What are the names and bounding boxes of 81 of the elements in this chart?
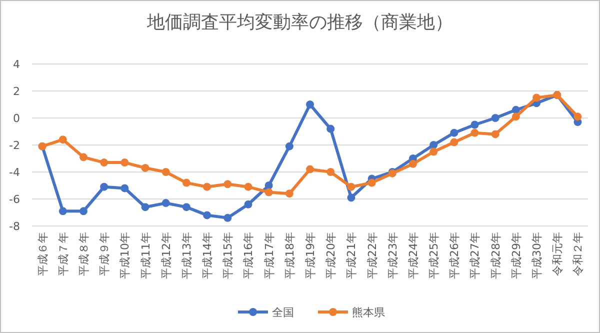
- x-tick-label: 平成10年: [118, 232, 132, 279]
- x-tick-label: 平成17年: [262, 232, 276, 279]
- point: [100, 182, 108, 191]
- y-tick-label: -2: [9, 139, 20, 152]
- point: [244, 182, 252, 191]
- point: [224, 214, 232, 222]
- point: [430, 148, 438, 156]
- x-tick-label: 平成11年: [139, 232, 152, 279]
- point: [120, 184, 129, 192]
- point: [408, 160, 417, 168]
- point: [470, 120, 479, 129]
- point: [58, 136, 67, 144]
- y-tick-label: 0: [13, 112, 20, 125]
- x-tick-label: 平成29年: [510, 232, 523, 279]
- point: [491, 114, 500, 122]
- point: [574, 112, 582, 121]
- y-tick-label: -6: [9, 193, 20, 206]
- x-tick-label: 平成15年: [222, 232, 235, 279]
- point: [264, 188, 273, 196]
- point: [347, 182, 356, 191]
- point: [79, 153, 88, 162]
- chart-title: 地価調査平均変動率の推移（商業地）: [146, 12, 453, 33]
- x-tick-label: 平成12年: [160, 232, 173, 279]
- y-tick-label: 2: [13, 85, 20, 98]
- x-tick-label: 平成14年: [201, 232, 214, 279]
- x-tick-label: 平成８年: [77, 232, 90, 276]
- x-tick-label: 平成30年: [530, 232, 544, 279]
- point: [162, 199, 170, 208]
- point: [470, 128, 479, 137]
- x-tick-label: 平成27年: [468, 232, 482, 279]
- y-tick-label: -8: [9, 220, 20, 233]
- point: [326, 168, 335, 176]
- point: [162, 168, 170, 176]
- point: [368, 178, 376, 187]
- point: [532, 94, 541, 102]
- x-tick-label: 平成20年: [324, 232, 338, 279]
- x-tick-label: 平成19年: [304, 232, 317, 279]
- point: [120, 158, 129, 167]
- x-tick-label: 平成21年: [345, 232, 358, 279]
- y-tick-label: 4: [13, 58, 20, 71]
- point: [326, 124, 335, 133]
- point: [182, 178, 190, 187]
- point: [285, 190, 294, 198]
- point: [450, 138, 458, 146]
- point: [203, 182, 212, 191]
- legend-label: 熊本県: [352, 306, 385, 319]
- x-tick-label: 平成22年: [366, 232, 379, 279]
- point: [244, 200, 252, 208]
- x-tick-label: 平成23年: [386, 232, 400, 279]
- point: [306, 165, 314, 174]
- x-tick-label: 平成16年: [242, 232, 256, 279]
- x-tick-label: 平成６年: [36, 232, 50, 276]
- point: [264, 182, 273, 190]
- x-tick-label: 令和元年: [551, 232, 564, 276]
- point: [100, 158, 108, 167]
- x-tick-label: 平成18年: [283, 232, 296, 279]
- x-tick-label: 平成９年: [98, 232, 112, 276]
- x-tick-label: 平成24年: [406, 232, 420, 279]
- point: [430, 141, 438, 149]
- x-tick-label: 平成25年: [428, 232, 441, 279]
- point: [512, 112, 520, 121]
- x-tick-label: 平成26年: [448, 232, 462, 279]
- point: [141, 164, 150, 172]
- x-tick-label: 平成28年: [489, 232, 502, 279]
- point: [224, 180, 232, 188]
- point: [182, 203, 190, 212]
- point: [285, 142, 294, 150]
- point: [306, 100, 314, 108]
- point: [450, 128, 458, 137]
- point: [79, 207, 88, 216]
- point: [491, 130, 500, 138]
- x-tick-label: 平成13年: [180, 232, 194, 279]
- point: [203, 211, 212, 220]
- point: [512, 106, 520, 114]
- legend-label: 全国: [272, 306, 294, 319]
- x-tick-label: 令和２年: [572, 232, 585, 276]
- y-tick-label: -4: [9, 166, 20, 179]
- point: [141, 203, 150, 212]
- x-tick-label: 平成７年: [56, 232, 70, 276]
- point: [58, 207, 67, 216]
- point: [347, 194, 356, 202]
